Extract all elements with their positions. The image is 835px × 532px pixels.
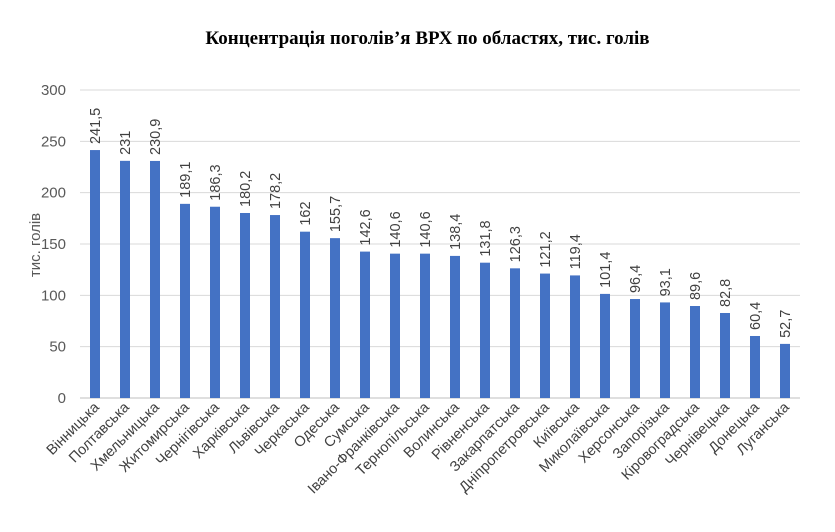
data-label: 119,4: [568, 234, 584, 269]
data-label: 121,2: [538, 231, 554, 267]
data-label: 52,7: [778, 310, 794, 338]
data-label: 138,4: [448, 214, 464, 250]
bar: [210, 206, 220, 398]
bar: [360, 251, 370, 398]
bar: [510, 268, 520, 398]
y-axis-ticks: 0 50 100 150 200 250 300: [41, 82, 66, 407]
data-labels: 241,5 231 230,9 189,1 186,3 180,2 178,2 162 155,…: [88, 108, 794, 338]
y-tick-label: 50: [49, 339, 66, 356]
data-label: 140,6: [388, 211, 404, 247]
bar: [720, 312, 730, 398]
y-tick-label: 250: [41, 133, 66, 150]
bar: [780, 343, 790, 398]
data-label: 140,6: [418, 211, 434, 247]
data-label: 178,2: [268, 173, 284, 209]
bar: [420, 253, 430, 398]
x-axis-labels: ВінницькаПолтавськаХмельницькаЖитомирськ…: [44, 399, 794, 497]
bar: [330, 238, 340, 398]
bar: [570, 275, 580, 398]
bar: [630, 299, 640, 398]
y-tick-label: 200: [41, 185, 66, 202]
data-label: 180,2: [238, 171, 254, 207]
bar: [120, 160, 130, 398]
bar: [660, 302, 670, 398]
bar: [480, 262, 490, 398]
y-tick-label: 300: [41, 82, 66, 99]
data-label: 142,6: [358, 209, 374, 245]
chart-title: Концентрація поголів’я ВРХ по областях, …: [205, 28, 650, 49]
data-label: 189,1: [178, 162, 194, 198]
bar: [450, 255, 460, 398]
data-label: 241,5: [88, 108, 104, 144]
bar: [540, 273, 550, 398]
data-label: 186,3: [208, 164, 224, 200]
bar: [90, 150, 100, 398]
bar: [690, 306, 700, 398]
y-tick-label: 0: [58, 390, 66, 407]
data-label: 162: [298, 201, 314, 225]
data-label: 89,6: [688, 272, 704, 300]
data-label: 131,8: [478, 220, 494, 256]
bar: [150, 160, 160, 398]
data-label: 231: [118, 131, 134, 155]
data-label: 82,8: [718, 279, 734, 307]
data-label: 96,4: [628, 265, 644, 293]
data-label: 101,4: [598, 252, 614, 288]
y-tick-label: 100: [41, 287, 66, 304]
bar: [600, 293, 610, 398]
data-label: 93,1: [658, 268, 674, 296]
bar: [390, 253, 400, 398]
data-label: 126,3: [508, 226, 524, 262]
y-tick-label: 150: [41, 236, 66, 253]
bar: [180, 203, 190, 398]
y-axis-title: тис. голів: [27, 213, 44, 277]
bar: [270, 215, 280, 398]
gridlines: [80, 89, 800, 399]
data-label: 155,7: [328, 196, 344, 232]
bar: [750, 335, 760, 398]
bar: [300, 231, 310, 398]
data-label: 230,9: [148, 119, 164, 155]
bars: [90, 150, 790, 398]
data-label: 60,4: [748, 302, 764, 330]
bar: [240, 212, 250, 398]
